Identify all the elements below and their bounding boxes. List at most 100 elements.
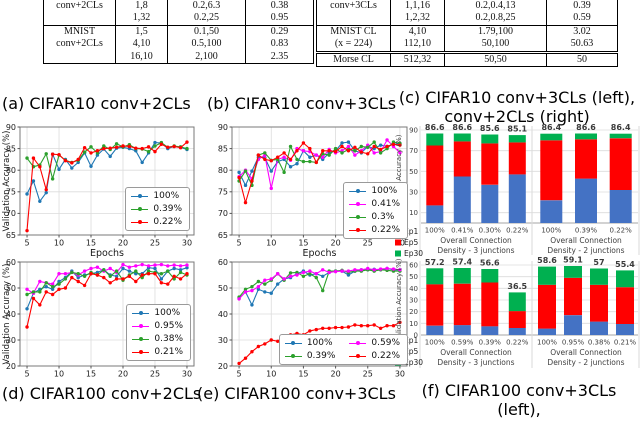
x-tick-label: 15 — [298, 370, 308, 379]
y-tick-label: 50 — [218, 284, 228, 293]
legend-label: 100% — [153, 191, 180, 201]
legend-label: 0.3% — [371, 212, 395, 222]
bar-segment-Ep5 — [426, 145, 444, 206]
bar-segment-Ep30 — [426, 268, 444, 285]
legend-label: 0.95% — [154, 321, 183, 331]
bar-value-label: 57.4 — [452, 258, 472, 267]
bar-value-label: 36.5 — [507, 282, 527, 291]
legend-marker-icon — [131, 193, 149, 200]
chart-b: 5 10 15 20 25 30 65 70 75 80 85 90 Epochs 100% 0.41% 0.… — [205, 92, 415, 262]
table-row: (x = 224) 112,10 50,100 50.63 — [316, 38, 618, 53]
table-cell: 0.2,0.8,25 — [444, 12, 547, 26]
bar-segment-Ep1 — [481, 326, 499, 335]
bar-category-label: 0.22% — [506, 339, 529, 347]
table-cell: conv+3CLs — [316, 0, 391, 13]
y-tick-label: 90 — [218, 123, 228, 132]
table-row: 1,32 0.2,25 0.95 — [43, 12, 314, 26]
x-tick-label: 25 — [150, 370, 160, 379]
table-row: conv+2CLs 4,10 0.5,100 0.83 — [43, 38, 314, 51]
x-tick-label: 10 — [266, 370, 276, 379]
y-tick-label: 0 — [414, 332, 418, 340]
bar-value-label: 86.6 — [425, 123, 445, 132]
y-tick-label: 50 — [6, 284, 16, 293]
chart-c: 10 30 50 70 90 Validation Accuracy (%) 86.6 100… — [393, 118, 640, 258]
chart-c-title-line2: conv+2CLs (right) — [444, 107, 590, 126]
table-cell: 50 — [546, 50, 618, 67]
bar-segment-Ep1 — [453, 176, 471, 223]
bar-category-label: 0.30% — [479, 227, 502, 235]
y-tick-label: 80 — [218, 166, 228, 175]
table-cell: MNIST CL — [316, 24, 391, 39]
group-axis-title: Density - 3 junctions — [437, 246, 514, 255]
x-tick-label: 20 — [118, 239, 128, 248]
y-axis-label: Validation Accuracy (%) — [2, 264, 12, 365]
x-tick-label: 20 — [330, 239, 340, 248]
bar-segment-Ep30 — [481, 269, 499, 283]
legend-item: 100% — [349, 185, 400, 197]
table-cell: 1.79,100 — [444, 24, 547, 39]
table-cell: MNIST — [43, 24, 116, 39]
chart-f-caption: (f) CIFAR100 conv+3CLs (left), conv+2CLs… — [398, 381, 640, 421]
y-tick-label: 30 — [409, 296, 418, 304]
legend-item: 0.22% — [131, 216, 182, 228]
legend-item: 0.95% — [132, 320, 183, 332]
bar-segment-Ep5 — [508, 142, 526, 175]
bar-segment-Ep5 — [426, 284, 444, 326]
table-row: conv+2CLs 1,8 0.2,6.3 0.38 — [43, 0, 314, 13]
group-axis-title: Overall Connection — [440, 348, 512, 357]
y-tick-label: 60 — [409, 261, 418, 269]
bar-value-label: 57.2 — [425, 258, 445, 267]
bar-segment-Ep5 — [609, 138, 632, 190]
legend-label: 0.21% — [154, 347, 183, 357]
bar-segment-Ep30 — [609, 133, 632, 139]
table-cell: 0.2,0.4,13 — [444, 0, 547, 13]
table-cell: 50,50 — [444, 50, 547, 67]
legend-swatch-icon — [395, 250, 401, 257]
series-0.22% — [237, 141, 402, 205]
legend-item: 100% — [284, 337, 336, 349]
bar-value-label: 56.6 — [480, 258, 500, 267]
group-axis-title: Density - 2 junctions — [547, 358, 624, 367]
legend-marker-icon — [284, 353, 302, 360]
y-tick-label: 60 — [6, 258, 16, 267]
table-cell: Morse CL — [316, 50, 391, 67]
legend-a: 100% 0.39% 0.22% — [125, 187, 190, 231]
table-cell: 2,100 — [167, 50, 246, 64]
bar-segment-Ep30 — [538, 266, 556, 285]
chart-e-caption: (e) CIFAR100 conv+3CLs — [197, 384, 396, 403]
y-tick-label: 40 — [218, 310, 228, 319]
bar-segment-Ep1 — [540, 200, 563, 223]
legend-item: 0.59% — [349, 337, 400, 349]
legend-marker-icon — [349, 353, 367, 360]
chart-e: 5 10 15 20 25 30 20 30 40 50 60 100% 0.39% 0.59% 0.22% — [205, 258, 415, 382]
table-cell: 0.1,50 — [167, 24, 246, 39]
bar-segment-Ep5 — [508, 311, 526, 328]
x-tick-label: 10 — [266, 239, 276, 248]
x-tick-label: 30 — [182, 370, 192, 379]
bar-segment-Ep1 — [481, 184, 499, 223]
chart-c-title-line1: (c) CIFAR10 conv+3CLs (left), — [398, 88, 636, 107]
y-tick-label: 85 — [6, 144, 16, 153]
bar-value-label: 86.6 — [452, 123, 472, 132]
y-tick-label: 20 — [6, 362, 16, 371]
bar-segment-Ep30 — [590, 268, 608, 285]
bar-value-label: 57 — [593, 258, 604, 267]
y-tick-label: 20 — [218, 362, 228, 371]
legend-marker-icon — [132, 310, 150, 317]
series-100% — [237, 266, 402, 307]
legend-b: 100% 0.41% 0.3% 0.22% — [343, 182, 408, 239]
table-cell: 1,32 — [115, 12, 168, 26]
table-cell: 50.63 — [546, 38, 618, 53]
legend-label: Ep30 — [404, 249, 423, 258]
y-tick-label: 65 — [218, 231, 228, 240]
y-tick-label: 70 — [409, 147, 418, 155]
y-tick-label: 50 — [409, 273, 418, 281]
x-tick-label: 30 — [182, 239, 192, 248]
bar-segment-Ep30 — [616, 270, 634, 288]
table-cell: conv+2CLs — [43, 0, 116, 13]
bar-segment-Ep1 — [453, 325, 471, 335]
legend-marker-icon — [349, 340, 367, 347]
legend-label: 0.39% — [306, 351, 336, 361]
bar-segment-Ep1 — [508, 174, 526, 223]
